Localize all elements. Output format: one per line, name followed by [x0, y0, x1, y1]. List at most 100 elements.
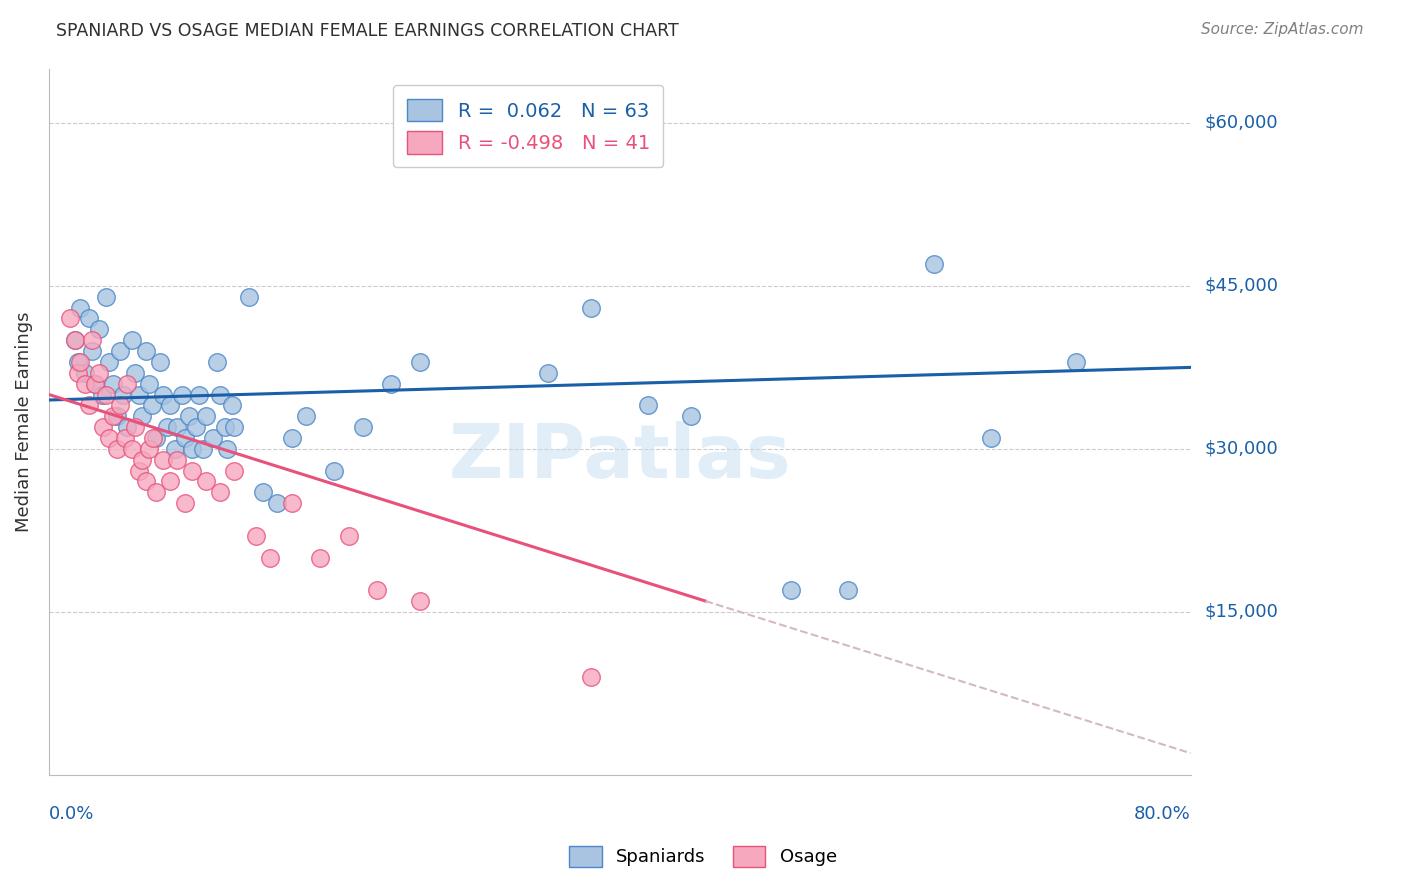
Point — [323, 464, 346, 478]
Point — [537, 366, 560, 380]
Point — [149, 355, 172, 369]
Point — [159, 475, 181, 489]
Point — [97, 431, 120, 445]
Point — [922, 257, 945, 271]
Point — [135, 344, 157, 359]
Point — [224, 464, 246, 478]
Point — [280, 431, 302, 445]
Point — [194, 475, 217, 489]
Point — [217, 442, 239, 456]
Text: $30,000: $30,000 — [1205, 440, 1278, 458]
Point — [80, 344, 103, 359]
Point — [837, 583, 859, 598]
Point — [252, 485, 274, 500]
Point — [138, 442, 160, 456]
Point — [409, 355, 432, 369]
Point — [184, 420, 207, 434]
Point — [69, 355, 91, 369]
Point — [66, 366, 89, 380]
Point — [66, 355, 89, 369]
Point — [83, 376, 105, 391]
Point — [77, 311, 100, 326]
Point — [121, 333, 143, 347]
Point — [83, 376, 105, 391]
Point — [94, 290, 117, 304]
Point — [202, 431, 225, 445]
Point — [114, 431, 136, 445]
Point — [209, 485, 232, 500]
Point — [91, 420, 114, 434]
Text: SPANIARD VS OSAGE MEDIAN FEMALE EARNINGS CORRELATION CHART: SPANIARD VS OSAGE MEDIAN FEMALE EARNINGS… — [56, 22, 679, 40]
Point — [107, 442, 129, 456]
Point — [73, 366, 96, 380]
Point — [780, 583, 803, 598]
Point — [187, 387, 209, 401]
Legend: R =  0.062   N = 63, R = -0.498   N = 41: R = 0.062 N = 63, R = -0.498 N = 41 — [394, 86, 664, 167]
Point — [112, 387, 135, 401]
Point — [124, 420, 146, 434]
Point — [87, 322, 110, 336]
Point — [194, 409, 217, 424]
Point — [177, 409, 200, 424]
Legend: Spaniards, Osage: Spaniards, Osage — [562, 838, 844, 874]
Point — [73, 376, 96, 391]
Point — [94, 387, 117, 401]
Point — [245, 529, 267, 543]
Point — [131, 409, 153, 424]
Point — [77, 399, 100, 413]
Point — [170, 387, 193, 401]
Point — [90, 387, 112, 401]
Point — [337, 529, 360, 543]
Point — [159, 399, 181, 413]
Point — [221, 399, 243, 413]
Point — [141, 399, 163, 413]
Point — [103, 376, 125, 391]
Point — [69, 301, 91, 315]
Point — [637, 399, 659, 413]
Text: 0.0%: 0.0% — [49, 805, 94, 823]
Point — [352, 420, 374, 434]
Point — [59, 311, 82, 326]
Point — [63, 333, 86, 347]
Point — [280, 496, 302, 510]
Point — [117, 420, 139, 434]
Point — [103, 409, 125, 424]
Point — [166, 452, 188, 467]
Point — [135, 475, 157, 489]
Point — [214, 420, 236, 434]
Point — [163, 442, 186, 456]
Point — [142, 431, 165, 445]
Point — [110, 344, 132, 359]
Point — [295, 409, 318, 424]
Point — [110, 399, 132, 413]
Point — [152, 452, 174, 467]
Y-axis label: Median Female Earnings: Median Female Earnings — [15, 311, 32, 532]
Point — [238, 290, 260, 304]
Point — [380, 376, 402, 391]
Point — [1066, 355, 1088, 369]
Point — [128, 387, 150, 401]
Point — [124, 366, 146, 380]
Point — [87, 366, 110, 380]
Point — [224, 420, 246, 434]
Point — [207, 355, 229, 369]
Point — [121, 442, 143, 456]
Point — [681, 409, 703, 424]
Point — [259, 550, 281, 565]
Text: $60,000: $60,000 — [1205, 114, 1278, 132]
Point — [131, 452, 153, 467]
Text: Source: ZipAtlas.com: Source: ZipAtlas.com — [1201, 22, 1364, 37]
Point — [156, 420, 179, 434]
Point — [180, 442, 202, 456]
Point — [173, 496, 195, 510]
Point — [117, 376, 139, 391]
Point — [581, 670, 603, 684]
Text: ZIPatlas: ZIPatlas — [449, 420, 792, 493]
Point — [97, 355, 120, 369]
Point — [152, 387, 174, 401]
Point — [145, 485, 167, 500]
Point — [107, 409, 129, 424]
Point — [209, 387, 232, 401]
Point — [128, 464, 150, 478]
Point — [173, 431, 195, 445]
